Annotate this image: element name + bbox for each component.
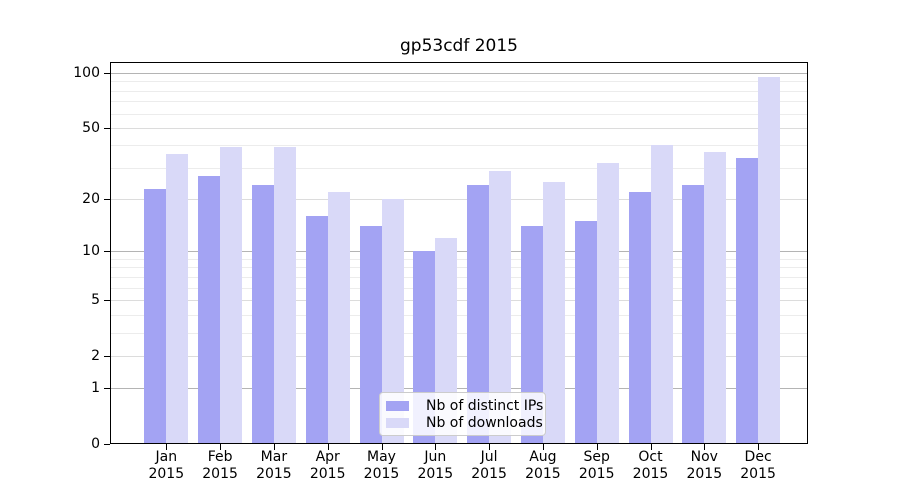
bar-oct-downloads [650,145,673,444]
x-tick-apr [327,444,329,450]
gridline-y-70 [110,101,808,103]
x-tick-may [381,444,383,450]
y-tick-label-1: 1 [91,380,100,397]
gridline-y-60 [110,113,808,115]
y-tick-100 [104,73,110,74]
y-tick-label-50: 50 [82,119,100,136]
gridline-y-8 [110,267,808,269]
chart-title: gp53cdf 2015 [399,36,518,56]
x-tick-label-feb: Feb 2015 [202,449,238,482]
y-tick-50 [104,127,110,129]
gridline-y-50 [110,127,808,129]
bar-aug-distinct-ips [520,226,543,444]
x-tick-jan [166,444,168,450]
y-tick-20 [104,199,110,201]
gridline-y-90 [110,81,808,83]
x-tick-label-oct: Oct 2015 [632,449,669,482]
bar-feb-distinct-ips [198,176,221,444]
bar-sep-downloads [596,162,619,444]
gridline-y-6 [110,287,808,289]
bar-oct-distinct-ips [628,191,651,444]
x-tick-label-jun: Jun 2015 [417,449,454,482]
legend-swatch-distinct-ips [386,400,409,411]
x-tick-feb [220,444,222,450]
y-tick-1 [104,388,110,390]
y-tick-10 [104,251,110,253]
bar-jan-downloads [166,153,189,444]
x-tick-label-sep: Sep 2015 [578,449,615,482]
gridline-y-4 [110,314,808,316]
x-tick-oct [650,444,652,450]
x-tick-mar [273,444,275,450]
gridline-y-1 [110,388,808,390]
x-tick-label-mar: Mar 2015 [256,449,292,482]
plot-area: Nb of distinct IPs Nb of downloads [110,62,808,444]
y-tick-0 [104,444,110,445]
y-tick-label-10: 10 [82,243,100,260]
gridline-y-3 [110,332,808,334]
bar-apr-distinct-ips [305,216,328,444]
x-tick-label-jul: Jul 2015 [471,449,507,482]
x-tick-label-nov: Nov 2015 [686,449,723,482]
legend: Nb of distinct IPs Nb of downloads [379,392,546,436]
bar-may-distinct-ips [359,226,382,444]
gridline-y-30 [110,167,808,169]
bar-apr-downloads [327,191,350,444]
bar-jul-distinct-ips [467,185,490,444]
bar-aug-downloads [542,182,565,444]
x-tick-label-apr: Apr 2015 [309,449,346,482]
gridline-y-10 [110,251,808,253]
bar-sep-distinct-ips [574,221,597,444]
bar-may-downloads [381,199,404,444]
gridline-y-7 [110,276,808,278]
x-tick-nov [704,444,706,450]
y-tick-label-2: 2 [91,347,100,364]
bar-nov-distinct-ips [682,185,705,444]
bar-dec-downloads [758,77,781,444]
gridline-y-9 [110,258,808,260]
x-tick-label-dec: Dec 2015 [740,449,776,482]
bar-mar-downloads [273,147,296,444]
legend-item-downloads: Nb of downloads [386,414,543,431]
y-tick-2 [104,355,110,357]
gridline-y-80 [110,90,808,92]
bar-mar-distinct-ips [251,185,274,444]
legend-label-distinct-ips: Nb of distinct IPs [426,397,544,414]
bar-nov-downloads [704,151,727,444]
gridline-y-2 [110,355,808,357]
legend-item-distinct-ips: Nb of distinct IPs [386,397,543,414]
x-tick-label-may: May 2015 [363,449,400,482]
x-tick-jun [435,444,437,450]
gridline-y-20 [110,199,808,201]
gridline-y-40 [110,145,808,147]
bar-dec-distinct-ips [736,158,759,444]
bar-jul-downloads [489,170,512,444]
y-tick-5 [104,299,110,301]
x-tick-label-aug: Aug 2015 [525,449,561,482]
y-tick-label-20: 20 [82,191,100,208]
x-tick-aug [542,444,544,450]
x-tick-jul [489,444,491,450]
bar-jan-distinct-ips [144,188,167,444]
gridline-y-100 [110,73,808,74]
x-tick-dec [758,444,760,450]
gridline-y-5 [110,299,808,301]
legend-swatch-downloads [386,417,409,428]
x-tick-sep [596,444,598,450]
y-tick-label-100: 100 [73,65,100,81]
x-tick-label-jan: Jan 2015 [148,449,185,482]
y-tick-label-5: 5 [91,291,100,308]
y-tick-label-0: 0 [91,436,100,452]
bar-feb-downloads [220,147,243,444]
legend-label-downloads: Nb of downloads [426,414,543,431]
